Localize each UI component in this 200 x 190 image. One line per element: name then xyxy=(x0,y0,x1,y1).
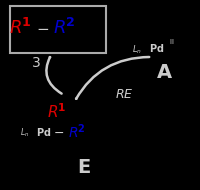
Bar xyxy=(10,6,106,53)
Text: $\mathbf{E}$: $\mathbf{E}$ xyxy=(77,158,91,177)
Text: $\mathbf{\mathit{R}}^{\mathbf{1}}$: $\mathbf{\mathit{R}}^{\mathbf{1}}$ xyxy=(47,102,67,120)
Text: $\mathbf{Pd}$: $\mathbf{Pd}$ xyxy=(149,41,164,54)
Text: $\mathbf{\mathit{R}}^{\mathbf{2}}$: $\mathbf{\mathit{R}}^{\mathbf{2}}$ xyxy=(68,123,86,141)
Text: $\mathit{3}$: $\mathit{3}$ xyxy=(31,56,41,70)
Text: $\mathrm{II}$: $\mathrm{II}$ xyxy=(169,37,174,46)
Text: $\mathbf{Pd}$: $\mathbf{Pd}$ xyxy=(36,126,51,138)
Text: $-$: $-$ xyxy=(36,20,50,35)
Text: $-$: $-$ xyxy=(53,126,65,139)
Text: $\mathit{RE}$: $\mathit{RE}$ xyxy=(115,89,133,101)
FancyArrowPatch shape xyxy=(46,57,62,94)
FancyArrowPatch shape xyxy=(76,57,149,99)
Text: $\mathbf{\mathit{R}}^{\mathbf{1}}$: $\mathbf{\mathit{R}}^{\mathbf{1}}$ xyxy=(9,17,31,38)
Text: $\mathit{L_n}$: $\mathit{L_n}$ xyxy=(132,43,142,56)
Text: $\mathbf{A}$: $\mathbf{A}$ xyxy=(156,63,172,82)
Text: $\mathbf{\mathit{R}}^{\mathbf{2}}$: $\mathbf{\mathit{R}}^{\mathbf{2}}$ xyxy=(53,17,75,38)
Text: $\mathit{L_n}$: $\mathit{L_n}$ xyxy=(20,127,29,139)
